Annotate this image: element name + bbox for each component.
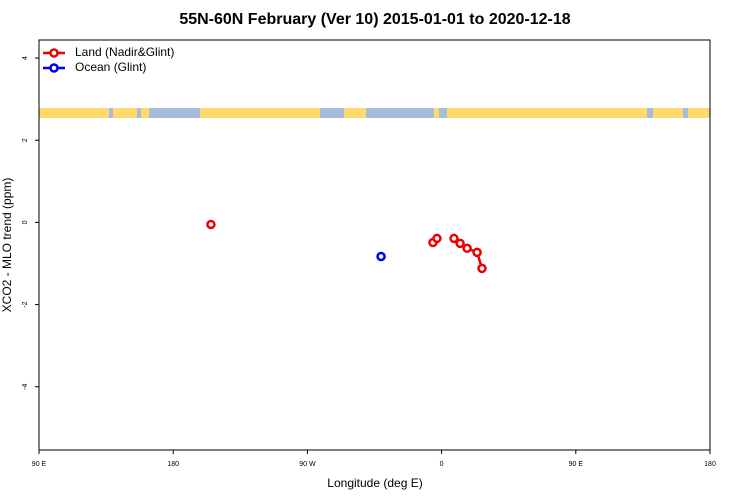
data-point <box>376 251 386 262</box>
map-strip <box>39 108 710 118</box>
x-tick-label: 180 <box>704 461 716 468</box>
land-block <box>39 108 109 118</box>
land-block <box>344 108 366 118</box>
y-tick-label: 2 <box>22 138 29 142</box>
y-tick-label: -4 <box>22 384 29 390</box>
land-block <box>688 108 710 118</box>
ocean-band <box>39 108 710 118</box>
data-point <box>462 243 472 254</box>
chart-title: 55N-60N February (Ver 10) 2015-01-01 to … <box>179 11 570 28</box>
land-block <box>200 108 320 118</box>
y-tick-label: -2 <box>22 301 29 307</box>
data-point <box>455 238 465 249</box>
x-tick-label: 90 W <box>299 461 316 468</box>
land-block <box>434 108 439 118</box>
y-tick-label: 0 <box>22 220 29 224</box>
data-point <box>472 247 482 258</box>
land-block <box>113 108 137 118</box>
x-axis-label: Longitude (deg E) <box>327 476 422 490</box>
x-tick-label: 180 <box>167 461 179 468</box>
land-block <box>141 108 149 118</box>
data-point <box>432 233 442 244</box>
legend-label: Ocean (Glint) <box>75 60 146 74</box>
land-block <box>447 108 647 118</box>
x-tick-label: 0 <box>440 461 444 468</box>
y-tick-label: 4 <box>22 56 29 60</box>
x-tick-label: 90 E <box>569 461 584 468</box>
land-block <box>653 108 683 118</box>
data-point <box>206 219 216 230</box>
data-point <box>449 233 459 244</box>
data-point <box>477 263 487 274</box>
plot-frame <box>38 39 711 451</box>
x-tick-label: 90 E <box>32 461 47 468</box>
legend-marker <box>49 63 59 73</box>
legend-marker <box>49 48 59 58</box>
legend-label: Land (Nadir&Glint) <box>75 45 174 59</box>
y-axis-label: XCO2 - MLO trend (ppm) <box>0 178 14 313</box>
